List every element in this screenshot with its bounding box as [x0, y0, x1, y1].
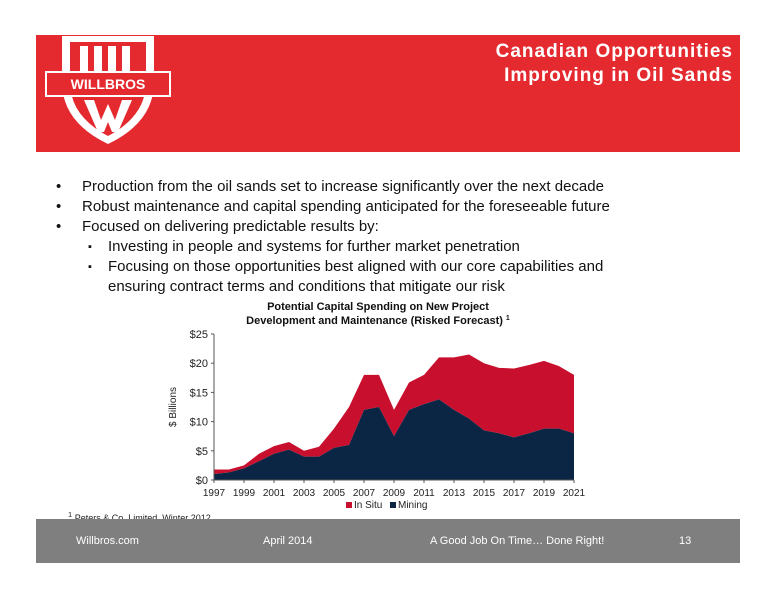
- series-in-situ-area: [214, 354, 574, 475]
- bullet-item: • Robust maintenance and capital spending…: [56, 198, 610, 215]
- x-tick-label: 2019: [533, 488, 556, 499]
- x-tick-label: 2001: [263, 488, 286, 499]
- bullet-list: • Production from the oil sands set to in…: [56, 177, 736, 297]
- footer-company: Willbros.com: [76, 535, 139, 547]
- page-number: 13: [679, 535, 692, 547]
- x-tick-label: 2021: [563, 488, 586, 499]
- legend-swatch-in-situ: [346, 502, 352, 508]
- x-tick-label: 2005: [323, 488, 346, 499]
- y-tick-label: $15: [190, 387, 208, 399]
- y-axis-label: $ Billions: [168, 387, 179, 427]
- y-tick-label: $0: [196, 475, 208, 487]
- willbros-logo: WILLBROS: [45, 36, 171, 144]
- title-line-2: Improving in Oil Sands: [504, 65, 733, 86]
- footer-bar: Willbros.com April 2014 A Good Job On Ti…: [36, 519, 740, 563]
- legend-swatch-mining: [390, 502, 396, 508]
- capital-spending-chart: Potential Capital Spending on New Projec…: [168, 301, 586, 511]
- y-tick-label: $5: [196, 446, 208, 458]
- x-tick-label: 2003: [293, 488, 316, 499]
- x-tick-label: 1997: [203, 488, 226, 499]
- footnote: 1 Peters & Co. Limited, Winter 2012: [68, 510, 211, 523]
- page-title: Canadian Opportunities Improving in Oil …: [496, 40, 733, 88]
- chart-title-line-2: Development and Maintenance (Risked Fore…: [246, 315, 510, 327]
- y-tick-label: $10: [190, 417, 208, 429]
- svg-text:WILLBROS: WILLBROS: [71, 76, 146, 92]
- y-tick-label: $25: [190, 329, 208, 341]
- sub-bullet-continuation: ensuring contract terms and conditions t…: [108, 278, 505, 295]
- x-tick-label: 1999: [233, 488, 256, 499]
- x-tick-label: 2013: [443, 488, 466, 499]
- x-tick-label: 2017: [503, 488, 526, 499]
- footer-tagline: A Good Job On Time… Done Right!: [430, 535, 605, 547]
- series-mining-area: [214, 399, 574, 480]
- title-line-1: Canadian Opportunities: [495, 41, 733, 62]
- x-tick-label: 2007: [353, 488, 376, 499]
- footer-date: April 2014: [263, 535, 313, 547]
- legend-label-mining: Mining: [398, 500, 427, 511]
- sub-bullet-item: ▪ Focusing on those opportunities best al…: [88, 258, 604, 275]
- x-tick-label: 2009: [383, 488, 406, 499]
- bullet-item: • Focused on delivering predictable resul…: [56, 218, 379, 235]
- chart-title-line-1: Potential Capital Spending on New Projec…: [267, 301, 489, 313]
- x-tick-label: 2015: [473, 488, 496, 499]
- x-tick-label: 2011: [413, 488, 435, 499]
- y-tick-label: $20: [190, 358, 208, 370]
- sub-bullet-item: ▪ Investing in people and systems for fur…: [88, 238, 520, 255]
- bullet-item: • Production from the oil sands set to in…: [56, 178, 604, 195]
- legend-label-in-situ: In Situ: [354, 500, 382, 511]
